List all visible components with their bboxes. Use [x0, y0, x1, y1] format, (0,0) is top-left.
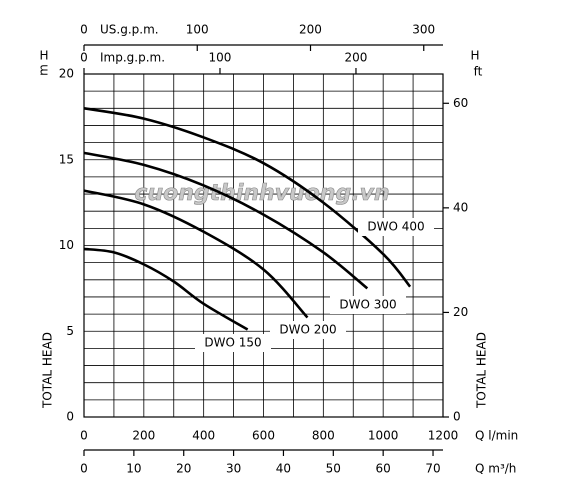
top-tick-label: 100 — [186, 23, 209, 37]
y-unit: m — [37, 64, 51, 76]
x2-tick-label: 40 — [276, 462, 291, 476]
x-axis-title: Q l/min — [475, 429, 518, 443]
curve-label-box — [270, 321, 346, 339]
curve-label: DWO 200 — [279, 323, 336, 337]
x2-tick-label: 30 — [226, 462, 241, 476]
x-tick-label: 800 — [312, 429, 335, 443]
plot-frame — [83, 73, 444, 418]
y-unit-top: H — [39, 49, 48, 63]
pump-curve — [83, 247, 249, 331]
x-tick-label: 1000 — [368, 429, 399, 443]
x2-axis-title: Q m³/h — [475, 462, 516, 476]
y-axis-title: TOTAL HEAD — [41, 332, 55, 409]
x2-tick-label: 0 — [80, 462, 88, 476]
y2-unit-top: H — [470, 49, 479, 63]
y2-tick-label: 40 — [453, 200, 468, 214]
y-tick-label: 20 — [59, 67, 74, 81]
curve-label: DWO 400 — [367, 220, 424, 234]
top-tick-label: 100 — [209, 51, 232, 65]
top-tick-label: 0 — [80, 23, 88, 37]
x2-tick-label: 70 — [425, 462, 440, 476]
pump-curve — [83, 107, 412, 288]
y2-tick-label: 0 — [453, 410, 461, 424]
pump-curve — [83, 151, 369, 290]
watermark: cuongthinhvuong.vn — [134, 181, 389, 206]
y2-tick-label: 20 — [453, 305, 468, 319]
y2-axis-title: TOTAL HEAD — [475, 332, 489, 409]
x-tick-label: 1200 — [428, 429, 459, 443]
curve-label-box — [358, 218, 434, 236]
y-tick-label: 5 — [66, 324, 74, 338]
top-tick-label: 0 — [80, 51, 88, 65]
curve-label-box — [195, 334, 271, 352]
x2-tick-label: 60 — [376, 462, 391, 476]
top-axis-title: Imp.g.p.m. — [100, 51, 165, 65]
y-tick-label: 10 — [59, 238, 74, 252]
curve-label: DWO 150 — [204, 336, 261, 350]
x2-tick-label: 20 — [176, 462, 191, 476]
pump-curve — [83, 189, 309, 319]
y-tick-label: 0 — [66, 410, 74, 424]
y-tick-label: 15 — [59, 152, 74, 166]
curve-label: DWO 300 — [339, 298, 396, 312]
x-tick-label: 400 — [192, 429, 215, 443]
curve-label-box — [330, 296, 406, 314]
y2-unit: ft — [474, 65, 483, 79]
top-axis-title: US.g.p.m. — [100, 23, 159, 37]
x2-tick-label: 10 — [126, 462, 141, 476]
x-tick-label: 0 — [80, 429, 88, 443]
top-tick-label: 300 — [412, 23, 435, 37]
x-tick-label: 200 — [132, 429, 155, 443]
x-tick-label: 600 — [252, 429, 275, 443]
y2-tick-label: 60 — [453, 96, 468, 110]
top-tick-label: 200 — [345, 51, 368, 65]
top-tick-label: 200 — [299, 23, 322, 37]
x2-tick-label: 50 — [326, 462, 341, 476]
